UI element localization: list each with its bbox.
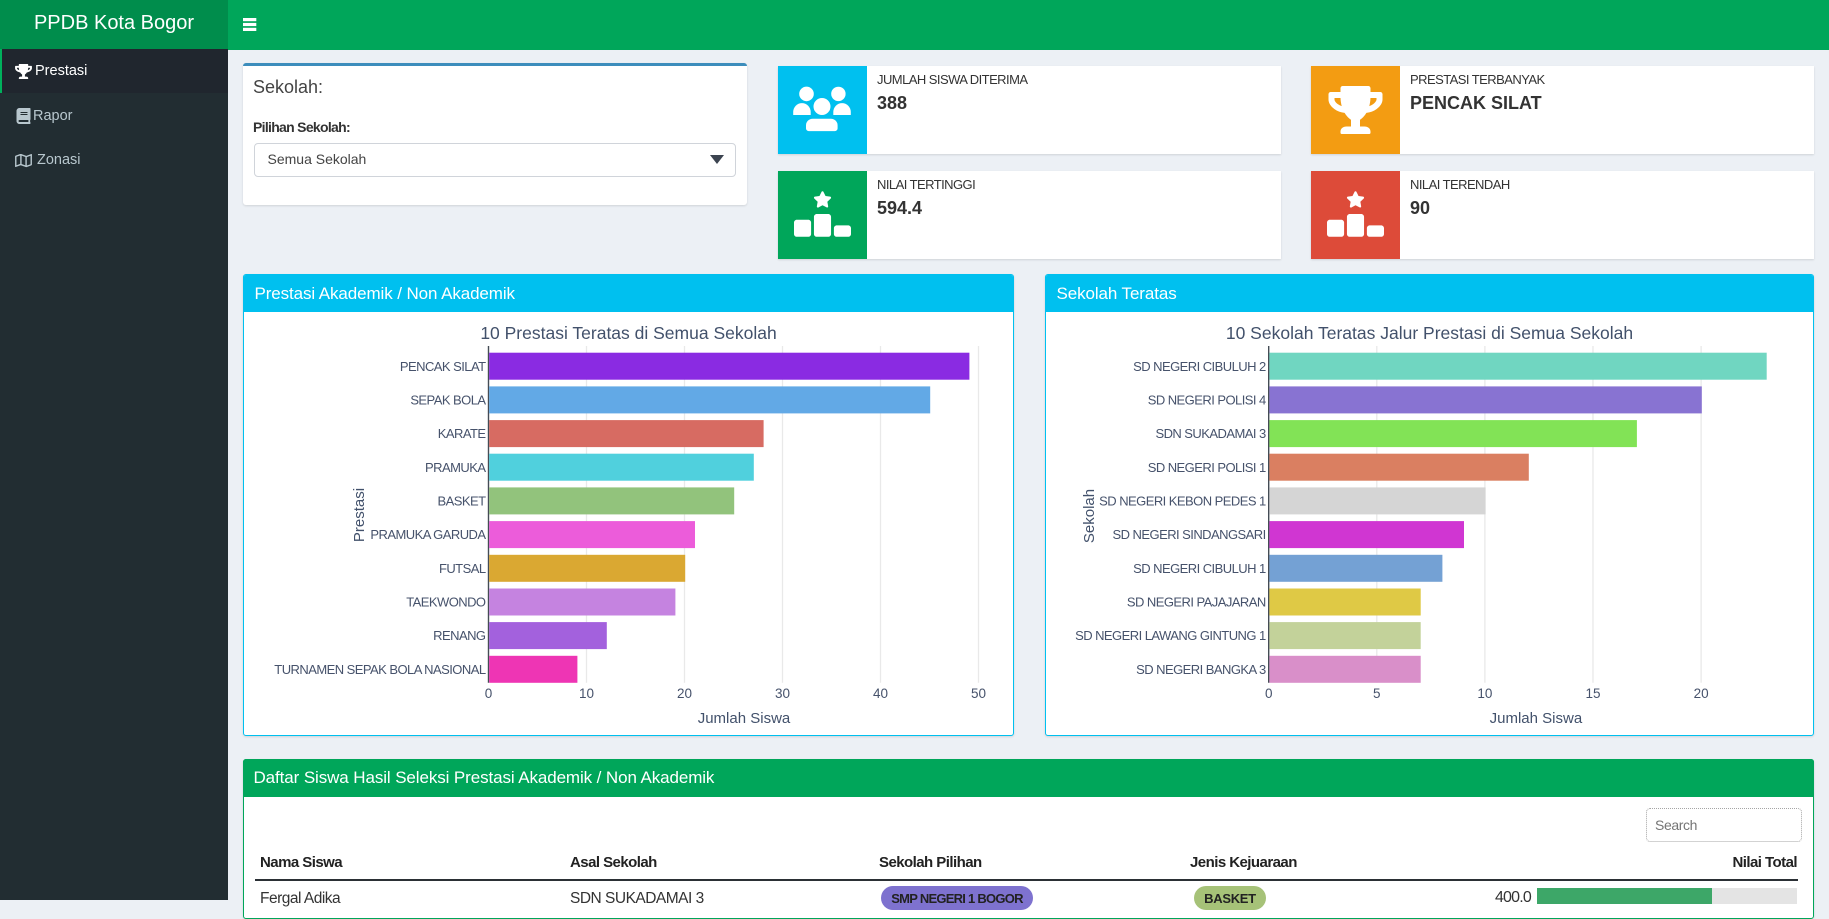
svg-text:10 Prestasi Teratas di Semua S: 10 Prestasi Teratas di Semua Sekolah xyxy=(480,323,776,343)
svg-text:30: 30 xyxy=(775,686,790,701)
svg-text:SDN SUKADAMAI 3: SDN SUKADAMAI 3 xyxy=(1155,426,1266,441)
svg-text:10: 10 xyxy=(1477,686,1492,701)
svg-text:Jumlah Siswa: Jumlah Siswa xyxy=(698,710,791,727)
svg-text:SEPAK BOLA: SEPAK BOLA xyxy=(410,393,486,408)
svg-text:50: 50 xyxy=(971,686,986,701)
svg-text:SD NEGERI POLISI 4: SD NEGERI POLISI 4 xyxy=(1148,393,1266,408)
svg-text:FUTSAL: FUTSAL xyxy=(439,561,486,576)
svg-text:KARATE: KARATE xyxy=(438,426,487,441)
svg-text:5: 5 xyxy=(1373,686,1381,701)
svg-text:0: 0 xyxy=(485,686,493,701)
svg-text:BASKET: BASKET xyxy=(438,494,487,509)
svg-text:10: 10 xyxy=(579,686,594,701)
svg-text:TAEKWONDO: TAEKWONDO xyxy=(406,595,486,610)
svg-text:20: 20 xyxy=(677,686,692,701)
svg-text:PRAMUKA GARUDA: PRAMUKA GARUDA xyxy=(370,527,486,542)
svg-text:40: 40 xyxy=(873,686,888,701)
svg-text:TURNAMEN SEPAK BOLA NASIONAL: TURNAMEN SEPAK BOLA NASIONAL xyxy=(274,662,486,677)
svg-text:SD NEGERI KEBON PEDES 1: SD NEGERI KEBON PEDES 1 xyxy=(1099,494,1266,509)
svg-text:SD NEGERI LAWANG GINTUNG 1: SD NEGERI LAWANG GINTUNG 1 xyxy=(1075,628,1266,643)
svg-text:0: 0 xyxy=(1265,686,1273,701)
svg-text:SD NEGERI CIBULUH 2: SD NEGERI CIBULUH 2 xyxy=(1133,359,1266,374)
svg-text:Prestasi: Prestasi xyxy=(351,488,368,542)
svg-text:Sekolah: Sekolah xyxy=(1081,489,1098,543)
svg-text:PRAMUKA: PRAMUKA xyxy=(425,460,486,475)
svg-text:SD NEGERI PAJAJARAN: SD NEGERI PAJAJARAN xyxy=(1127,595,1266,610)
svg-text:Jumlah Siswa: Jumlah Siswa xyxy=(1490,710,1583,727)
svg-text:20: 20 xyxy=(1694,686,1709,701)
svg-text:SD NEGERI SINDANGSARI: SD NEGERI SINDANGSARI xyxy=(1113,527,1266,542)
svg-text:SD NEGERI CIBULUH 1: SD NEGERI CIBULUH 1 xyxy=(1133,561,1266,576)
svg-text:10 Sekolah Teratas Jalur Prest: 10 Sekolah Teratas Jalur Prestasi di Sem… xyxy=(1226,323,1633,343)
svg-text:15: 15 xyxy=(1585,686,1600,701)
svg-text:RENANG: RENANG xyxy=(433,628,486,643)
svg-text:SD NEGERI BANGKA 3: SD NEGERI BANGKA 3 xyxy=(1136,662,1266,677)
svg-text:PENCAK SILAT: PENCAK SILAT xyxy=(400,359,486,374)
svg-text:SD NEGERI POLISI 1: SD NEGERI POLISI 1 xyxy=(1148,460,1266,475)
